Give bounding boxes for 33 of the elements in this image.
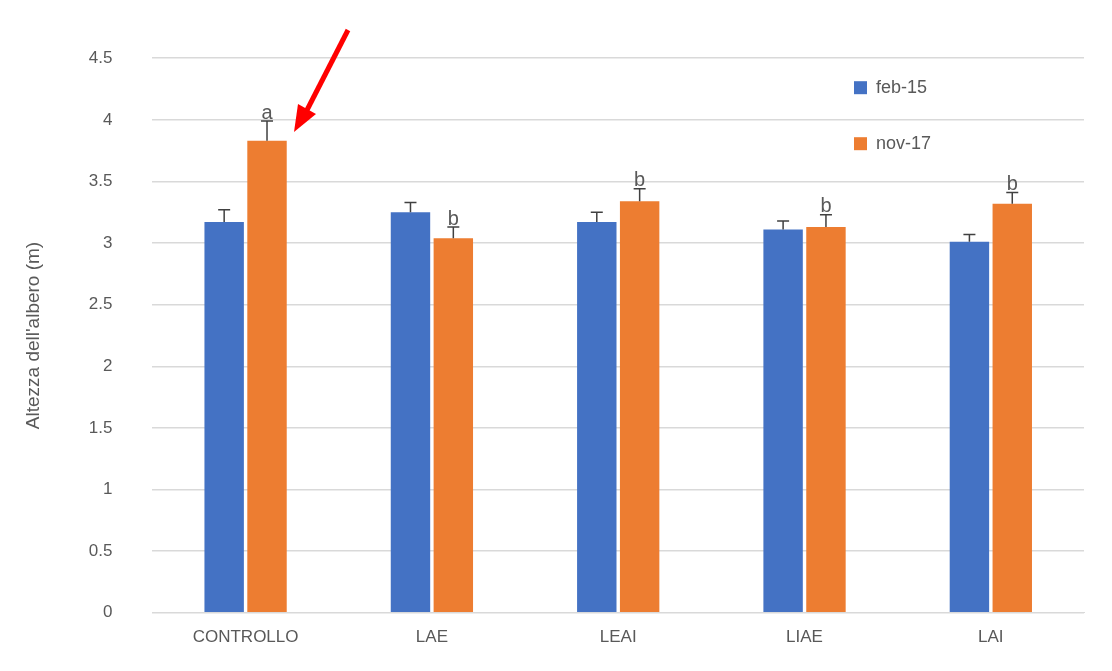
y-tick-label: 4.5 [88,47,113,67]
x-tick-label: LIAE [786,626,823,646]
annotation: b [634,168,646,191]
annotation: b [1006,172,1018,195]
x-tick-label: LEAI [599,626,637,646]
y-tick-label: 4 [102,109,113,129]
bar [619,201,660,613]
y-tick-label: 0.5 [88,540,113,560]
bar [763,229,803,613]
legend-label: nov-17 [876,133,932,154]
y-tick-label: 1.5 [88,417,113,437]
annotation: b [820,194,832,217]
legend-label: feb-15 [876,77,928,98]
bar [247,140,287,613]
y-tick-label: 0 [102,602,113,622]
bar [806,227,846,613]
y-tick-label: 2.5 [88,294,113,314]
bar [992,203,1032,613]
bar [949,241,990,613]
annotation: b [447,206,459,229]
bar [433,238,474,613]
bar [204,222,244,613]
y-tick-label: 3.5 [88,171,113,191]
y-axis-title: Altezza dell'albero (m) [21,241,43,430]
annotation: a [261,100,274,123]
y-tick-label: 3 [102,232,113,252]
bar [390,212,431,613]
y-tick-label: 2 [102,356,113,375]
x-tick-label: LAE [415,626,448,646]
bar [577,222,617,613]
x-tick-label: LAI [978,626,1004,646]
y-tick-label: 1 [102,479,113,499]
x-tick-label: CONTROLLO [192,626,299,646]
